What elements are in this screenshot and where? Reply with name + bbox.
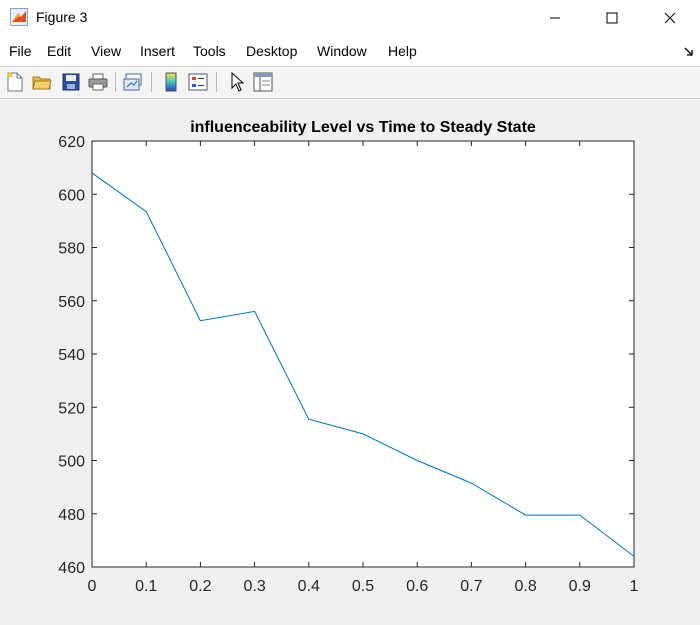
toolbar — [0, 67, 700, 99]
x-tick-label: 0.2 — [189, 578, 211, 595]
minimize-button[interactable] — [532, 0, 578, 36]
series-line — [91, 172, 635, 557]
menu-help[interactable]: Help — [388, 43, 417, 59]
menu-view[interactable]: View — [91, 43, 122, 59]
chart-title: influenceability Level vs Time to Steady… — [190, 119, 536, 136]
title-bar: Figure 3 — [0, 0, 700, 36]
x-tick-label: 0.4 — [298, 578, 320, 595]
y-tick-label: 540 — [58, 347, 85, 364]
x-tick-label: 0.5 — [352, 578, 374, 595]
toolbar-separator — [115, 72, 116, 92]
x-tick-label: 0.3 — [243, 578, 265, 595]
menu-desktop[interactable]: Desktop — [246, 43, 298, 59]
axes-background — [91, 140, 635, 568]
y-tick-label: 500 — [58, 454, 85, 471]
x-tick-label: 0.9 — [569, 578, 591, 595]
open-file-icon[interactable] — [31, 71, 53, 93]
y-tick-label: 580 — [58, 241, 85, 258]
matlab-figure-icon — [10, 8, 28, 26]
menu-edit[interactable]: Edit — [47, 43, 72, 59]
menu-file[interactable]: File — [9, 43, 32, 59]
y-tick-label: 460 — [58, 560, 85, 577]
line-chart: 0 0.1 0.2 0.3 0.4 0.5 0.6 0.7 0.8 0.9 1 460 480 500 5… — [58, 119, 639, 595]
new-figure-icon[interactable] — [4, 71, 26, 93]
maximize-button[interactable] — [589, 0, 635, 36]
x-axis: 0 0.1 0.2 0.3 0.4 0.5 0.6 0.7 0.8 0.9 1 — [88, 141, 639, 595]
menu-window[interactable]: Window — [317, 43, 367, 59]
x-tick-label: 0.6 — [406, 578, 428, 595]
y-tick-label: 560 — [58, 294, 85, 311]
close-button[interactable] — [647, 0, 693, 36]
x-tick-label: 0.1 — [135, 578, 157, 595]
x-tick-label: 0.7 — [460, 578, 482, 595]
menu-tools[interactable]: Tools — [193, 43, 226, 59]
pointer-icon[interactable] — [226, 71, 248, 93]
colorbar-icon[interactable] — [160, 71, 182, 93]
window-title: Figure 3 — [36, 9, 88, 25]
x-tick-label: 0 — [88, 578, 97, 595]
menu-insert[interactable]: Insert — [140, 43, 176, 59]
toolbar-separator — [151, 72, 152, 92]
y-tick-label: 620 — [58, 134, 85, 151]
y-axis: 460 480 500 520 540 560 580 600 620 — [58, 134, 634, 577]
link-plot-icon[interactable] — [122, 71, 144, 93]
x-tick-label: 0.8 — [514, 578, 536, 595]
dock-arrow-icon[interactable] — [684, 44, 694, 62]
print-icon[interactable] — [87, 71, 109, 93]
property-inspector-icon[interactable] — [252, 71, 274, 93]
toolbar-separator — [216, 72, 217, 92]
save-icon[interactable] — [60, 71, 82, 93]
y-tick-label: 480 — [58, 507, 85, 524]
legend-icon[interactable] — [187, 71, 209, 93]
y-tick-label: 600 — [58, 187, 85, 204]
y-tick-label: 520 — [58, 400, 85, 417]
menu-bar: File Edit View Insert Tools Desktop Wind… — [0, 36, 700, 67]
figure-canvas: 0 0.1 0.2 0.3 0.4 0.5 0.6 0.7 0.8 0.9 1 460 480 500 5… — [0, 99, 700, 625]
x-tick-label: 1 — [630, 578, 639, 595]
